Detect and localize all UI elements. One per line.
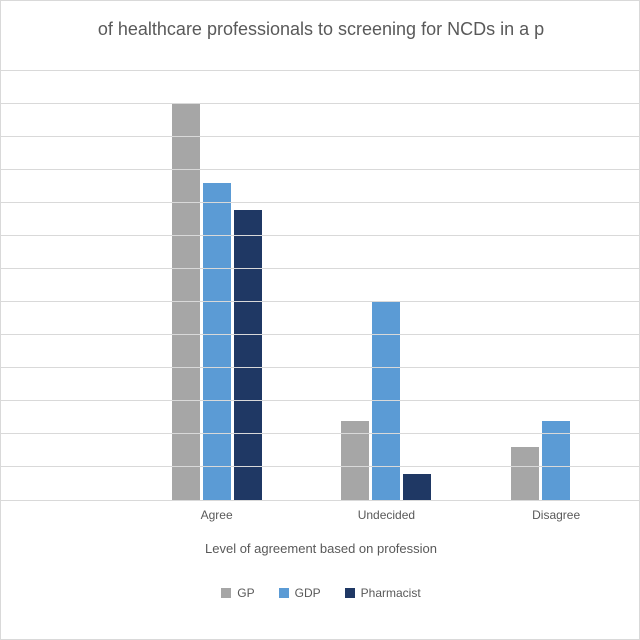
legend-swatch [279, 588, 289, 598]
bar [511, 447, 539, 500]
legend-label: GDP [295, 586, 321, 600]
grid-line [0, 103, 640, 104]
category-label: Undecided [358, 508, 415, 522]
grid-line [0, 202, 640, 203]
legend-label: GP [237, 586, 254, 600]
grid-line [0, 235, 640, 236]
grid-line [0, 466, 640, 467]
bar [172, 104, 200, 500]
grid-line [0, 136, 640, 137]
category-label: Disagree [532, 508, 580, 522]
legend-swatch [221, 588, 231, 598]
grid-line [0, 70, 640, 71]
legend: GP GDP Pharmacist [1, 586, 640, 600]
legend-swatch [345, 588, 355, 598]
bar [234, 210, 262, 500]
legend-item: GP [221, 586, 254, 600]
bar [403, 474, 431, 500]
bar [372, 302, 400, 500]
grid-line [0, 268, 640, 269]
legend-item: GDP [279, 586, 321, 600]
chart-container: of healthcare professionals to screening… [0, 0, 640, 640]
legend-label: Pharmacist [361, 586, 421, 600]
grid-line [0, 433, 640, 434]
legend-item: Pharmacist [345, 586, 421, 600]
x-axis-title: Level of agreement based on profession [1, 541, 640, 556]
grid-line [0, 334, 640, 335]
chart-title: of healthcare professionals to screening… [1, 19, 640, 40]
grid-line [0, 169, 640, 170]
plot-area: AgreeUndecidedDisagree [0, 71, 640, 501]
grid-line [0, 367, 640, 368]
grid-line [0, 301, 640, 302]
grid-line [0, 400, 640, 401]
category-label: Agree [201, 508, 233, 522]
bar [203, 183, 231, 500]
